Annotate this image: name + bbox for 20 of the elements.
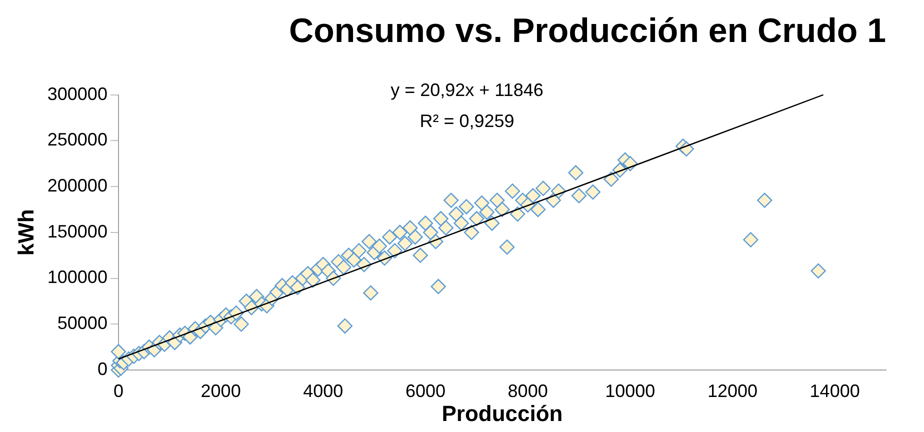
annotation: R² = 0,9259 [420, 110, 514, 131]
y-tick-label: 0 [97, 358, 108, 379]
x-axis-title: Producción [442, 400, 563, 426]
x-tick-label: 12000 [707, 380, 758, 401]
x-tick-label: 10000 [605, 380, 656, 401]
x-tick-label: 14000 [810, 380, 860, 401]
x-tick-label: 0 [113, 380, 124, 401]
y-axis-title: kWh [13, 209, 38, 256]
x-tick-label: 8000 [508, 380, 548, 401]
y-tick-label: 300000 [47, 84, 108, 104]
annotation: y = 20,92x + 11846 [390, 80, 544, 100]
x-tick-label: 4000 [303, 380, 344, 401]
x-tick-label: 2000 [200, 380, 241, 401]
y-tick-label: 250000 [47, 130, 108, 150]
y-tick-label: 100000 [47, 267, 108, 288]
chart-title: Consumo vs. Producción en Crudo 1 [289, 12, 886, 50]
x-tick-label: 6000 [405, 380, 446, 401]
y-tick-label: 150000 [47, 221, 108, 242]
y-tick-label: 50000 [57, 313, 108, 334]
y-tick-label: 200000 [47, 176, 108, 196]
